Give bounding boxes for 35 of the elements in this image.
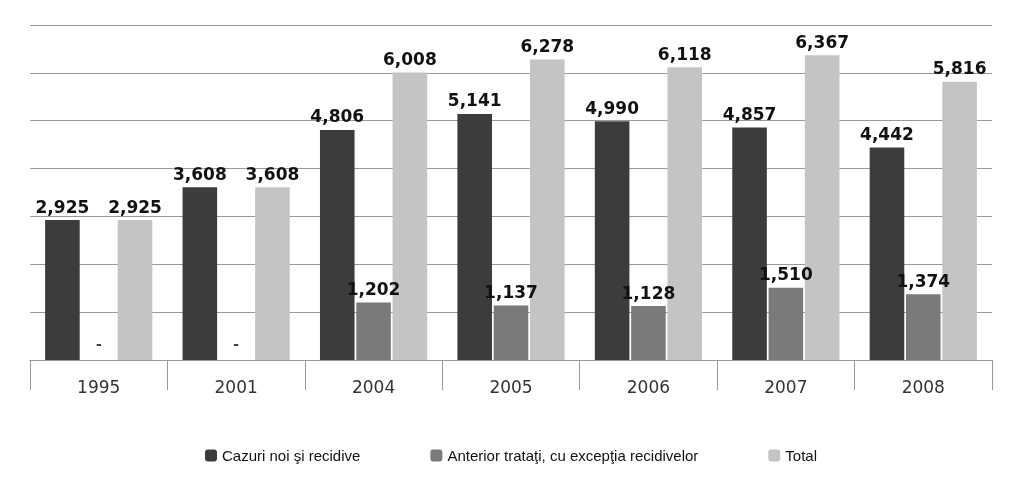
data-label: 4,442: [860, 123, 914, 144]
data-label: 3,608: [245, 163, 300, 184]
bar: [906, 294, 941, 360]
bar: [117, 220, 153, 360]
bar: [356, 302, 391, 360]
x-tick-label: 2005: [489, 376, 533, 397]
bar: [493, 305, 529, 360]
data-label: 2,925: [35, 196, 90, 217]
bar: [631, 306, 666, 360]
bar: [45, 220, 80, 360]
data-label: 6,367: [795, 31, 850, 52]
data-label: 5,141: [447, 90, 502, 111]
x-tick-label: 2007: [764, 376, 808, 397]
bar: [182, 187, 218, 360]
bar: [255, 187, 290, 360]
data-label: 5,816: [932, 58, 987, 79]
x-tick-label: 2004: [351, 376, 396, 397]
bar: [768, 287, 804, 360]
data-label: 6,118: [657, 43, 712, 64]
data-label: 4,806: [310, 106, 365, 127]
legend-label: Anterior trataţi, cu excepţia recidivelor: [447, 447, 699, 464]
x-tick-label: 2008: [901, 376, 945, 397]
text: -: [233, 334, 239, 353]
x-tick-label: 2001: [214, 376, 258, 397]
data-label: 4,990: [585, 97, 640, 118]
data-label: 6,008: [382, 48, 437, 69]
x-tick-label: 1995: [77, 376, 121, 397]
legend-label: Cazuri noi şi recidive: [221, 447, 361, 464]
data-label: 6,278: [520, 36, 575, 57]
data-label: 4,857: [722, 104, 777, 125]
data-label: 2,925: [108, 196, 162, 217]
text: -: [95, 334, 102, 353]
legend-label: Total: [785, 447, 818, 464]
x-tick-label: 2006: [626, 376, 671, 397]
data-label: 3,608: [172, 163, 227, 184]
